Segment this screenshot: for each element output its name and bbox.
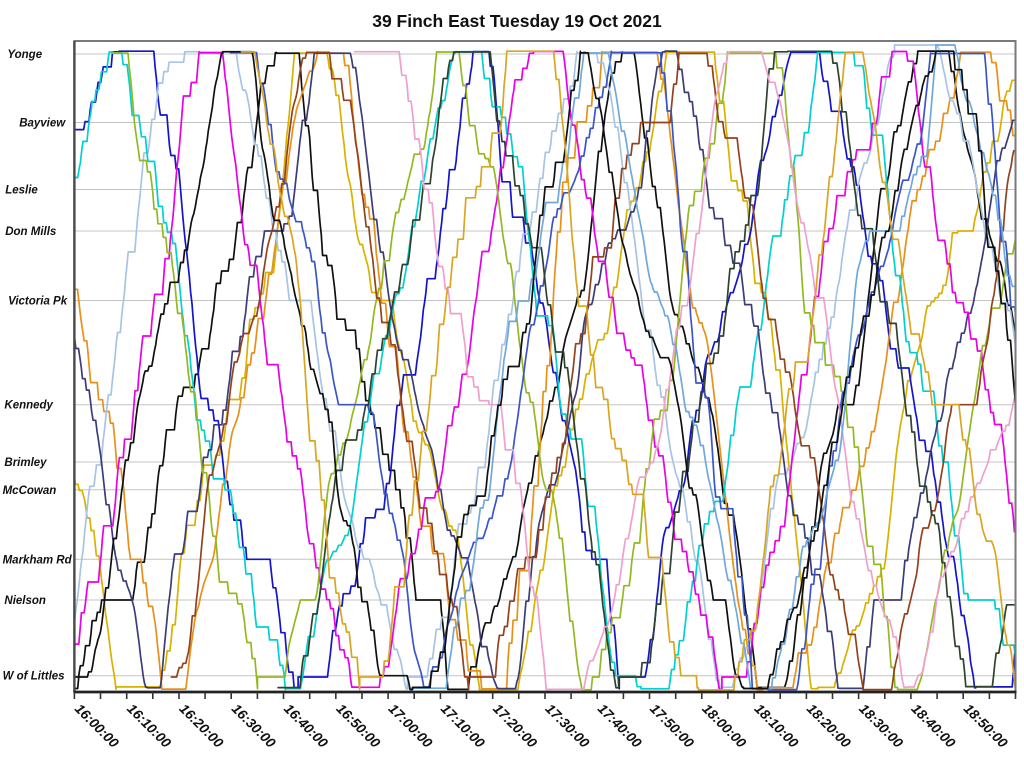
svg-text:W of Littles: W of Littles [3,671,65,683]
svg-text:Nielson: Nielson [4,595,46,607]
svg-text:Brimley: Brimley [4,457,47,469]
svg-text:Kennedy: Kennedy [4,400,53,412]
svg-text:Markham Rd: Markham Rd [3,554,73,566]
svg-text:Don Mills: Don Mills [5,226,56,238]
svg-text:39 Finch East Tuesday 19 Oct 2: 39 Finch East Tuesday 19 Oct 2021 [372,11,662,31]
svg-text:Victoria Pk: Victoria Pk [8,296,68,308]
svg-text:Leslie: Leslie [5,185,38,197]
svg-text:McCowan: McCowan [3,485,57,497]
svg-text:Bayview: Bayview [19,118,66,130]
svg-text:Yonge: Yonge [7,49,42,61]
